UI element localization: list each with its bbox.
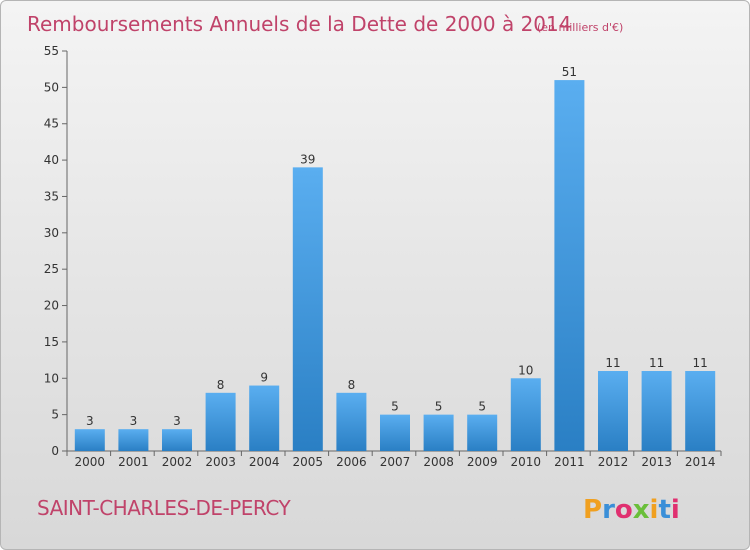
bar-2014 [685,371,716,451]
bar-2013 [641,371,672,451]
value-label-2005: 39 [300,152,315,166]
value-label-2006: 8 [348,378,356,392]
bars: 3 3 3 8 9 39 8 5 5 5 10 51 11 11 11 [74,65,716,451]
bar-2003 [205,392,236,451]
x-tick-label-2009: 2009 [467,455,498,469]
value-label-2009: 5 [478,400,486,414]
x-tick-label-2003: 2003 [205,455,236,469]
bar-2001 [118,429,149,451]
logo-letter: P [583,495,602,525]
y-tick-label: 45 [44,117,59,131]
logo-letter: i [671,495,680,525]
value-label-2000: 3 [86,414,94,428]
value-label-2013: 11 [649,356,664,370]
chart-title: Remboursements Annuels de la Dette de 20… [27,12,571,36]
x-tick-label-2010: 2010 [511,455,542,469]
y-tick-label: 15 [44,335,59,349]
value-label-2010: 10 [518,363,533,377]
logo-letter: i [650,495,659,525]
y-tick-label: 5 [51,408,59,422]
x-tick-label-2002: 2002 [162,455,193,469]
bar-2012 [598,371,628,451]
x-tick-label-2001: 2001 [118,455,149,469]
bar-2009 [467,414,498,451]
proxiti-logo: Proxiti [583,495,680,525]
y-tick-label: 50 [44,80,59,94]
bar-2006 [336,392,367,451]
y-tick-label: 0 [51,444,59,458]
bar-2002 [162,429,192,451]
chart-unit: (en milliers d'€) [537,21,623,34]
value-label-2014: 11 [693,356,708,370]
town-name: SAINT-CHARLES-DE-PERCY [37,496,291,520]
x-tick-label-2006: 2006 [336,455,367,469]
value-label-2008: 5 [435,400,443,414]
y-tick-label: 10 [44,371,59,385]
y-tick-label: 25 [44,262,59,276]
bar-2011 [554,80,585,451]
x-tick-label-2013: 2013 [641,455,672,469]
x-tick-label-2008: 2008 [423,455,454,469]
logo-letter: t [658,495,670,525]
x-tick-label-2004: 2004 [249,455,280,469]
value-label-2011: 51 [562,65,577,79]
bar-2000 [74,429,105,451]
bar-2010 [510,378,541,451]
x-tick-label-2007: 2007 [380,455,411,469]
bar-2008 [423,414,454,451]
x-tick-label-2000: 2000 [75,455,106,469]
value-label-2001: 3 [130,414,138,428]
bar-2004 [249,385,280,451]
x-tick-label-2011: 2011 [554,455,585,469]
y-tick-label: 30 [44,226,59,240]
y-tick-label: 55 [44,44,59,58]
value-label-2004: 9 [260,371,268,385]
y-tick-label: 35 [44,189,59,203]
value-label-2007: 5 [391,400,399,414]
y-tick-label: 20 [44,299,59,313]
bar-2007 [380,414,410,451]
value-label-2002: 3 [173,414,181,428]
value-label-2003: 8 [217,378,225,392]
x-tick-label-2012: 2012 [598,455,629,469]
x-tick-label-2005: 2005 [293,455,324,469]
y-tick-label: 40 [44,153,59,167]
logo-letter: r [602,495,615,525]
logo-letter: x [633,495,650,525]
bar-2005 [292,167,323,451]
x-tick-label-2014: 2014 [685,455,716,469]
logo-letter: o [615,495,633,525]
value-label-2012: 11 [605,356,620,370]
